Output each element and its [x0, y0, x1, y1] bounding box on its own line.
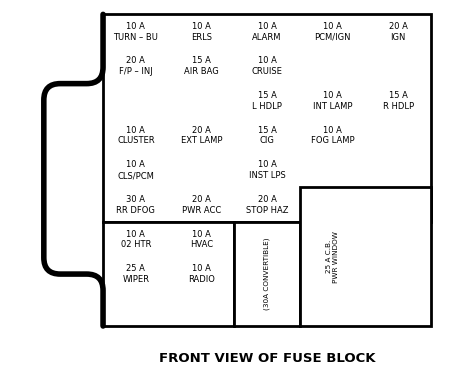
Bar: [300, 49, 365, 84]
Bar: [234, 49, 300, 84]
Text: 25 A
WIPER: 25 A WIPER: [122, 264, 149, 284]
Text: (30A CONVERTIBLE): (30A CONVERTIBLE): [264, 238, 270, 310]
Bar: [234, 188, 300, 222]
Bar: [103, 153, 169, 188]
Bar: [169, 291, 234, 326]
Text: 15 A
AIR BAG: 15 A AIR BAG: [184, 56, 219, 76]
Bar: [234, 84, 300, 118]
Bar: [103, 84, 169, 118]
Bar: [300, 153, 365, 188]
Bar: [234, 222, 300, 326]
Bar: [103, 14, 169, 49]
Bar: [103, 14, 431, 222]
Bar: [169, 257, 234, 291]
Text: 10 A
CRUISE: 10 A CRUISE: [252, 56, 283, 76]
Bar: [300, 118, 365, 153]
Text: 20 A
F/P – INJ: 20 A F/P – INJ: [119, 56, 153, 76]
Text: 10 A
FOG LAMP: 10 A FOG LAMP: [311, 126, 355, 146]
Text: 10 A
INST LPS: 10 A INST LPS: [249, 160, 285, 180]
Bar: [103, 222, 169, 257]
Text: 20 A
EXT LAMP: 20 A EXT LAMP: [181, 126, 222, 146]
Bar: [169, 14, 234, 49]
Text: 15 A
CIG: 15 A CIG: [258, 126, 276, 146]
Text: 10 A
HVAC: 10 A HVAC: [190, 230, 213, 249]
Text: 25 A C.B.
PWR WINDOW: 25 A C.B. PWR WINDOW: [326, 231, 339, 283]
Text: 20 A
PWR ACC: 20 A PWR ACC: [182, 195, 221, 215]
Bar: [365, 188, 431, 222]
Bar: [234, 14, 300, 49]
Text: 10 A
02 HTR: 10 A 02 HTR: [121, 230, 151, 249]
Bar: [365, 153, 431, 188]
Text: 10 A
INT LAMP: 10 A INT LAMP: [313, 91, 353, 111]
Bar: [300, 188, 365, 326]
Text: 10 A
RADIO: 10 A RADIO: [188, 264, 215, 284]
Bar: [234, 222, 300, 326]
Bar: [103, 222, 234, 326]
Text: 15 A
L HDLP: 15 A L HDLP: [252, 91, 282, 111]
Bar: [103, 188, 169, 222]
Bar: [234, 118, 300, 153]
Bar: [300, 14, 365, 49]
Text: 30 A
RR DFOG: 30 A RR DFOG: [117, 195, 155, 215]
Text: 10 A
ERLS: 10 A ERLS: [191, 22, 212, 42]
Bar: [300, 84, 365, 118]
Bar: [365, 118, 431, 153]
Bar: [169, 49, 234, 84]
Bar: [169, 188, 234, 222]
Bar: [169, 118, 234, 153]
Text: 10 A
CLUSTER: 10 A CLUSTER: [117, 126, 155, 146]
Text: 10 A
TURN – BU: 10 A TURN – BU: [113, 22, 158, 42]
Bar: [103, 118, 169, 153]
Text: 10 A
CLS/PCM: 10 A CLS/PCM: [118, 160, 155, 180]
Bar: [300, 188, 431, 326]
Text: FRONT VIEW OF FUSE BLOCK: FRONT VIEW OF FUSE BLOCK: [159, 351, 375, 364]
Bar: [365, 49, 431, 84]
Bar: [365, 14, 431, 49]
Text: 10 A
ALARM: 10 A ALARM: [252, 22, 282, 42]
Bar: [103, 49, 169, 84]
Bar: [234, 153, 300, 188]
Text: 20 A
IGN: 20 A IGN: [389, 22, 408, 42]
Text: 20 A
STOP HAZ: 20 A STOP HAZ: [246, 195, 288, 215]
Text: 10 A
PCM/IGN: 10 A PCM/IGN: [314, 22, 351, 42]
Bar: [365, 188, 431, 326]
Bar: [365, 84, 431, 118]
Bar: [169, 222, 234, 257]
Bar: [169, 153, 234, 188]
Text: 15 A
R HDLP: 15 A R HDLP: [383, 91, 414, 111]
Bar: [169, 84, 234, 118]
Bar: [300, 188, 365, 222]
Bar: [103, 257, 169, 291]
